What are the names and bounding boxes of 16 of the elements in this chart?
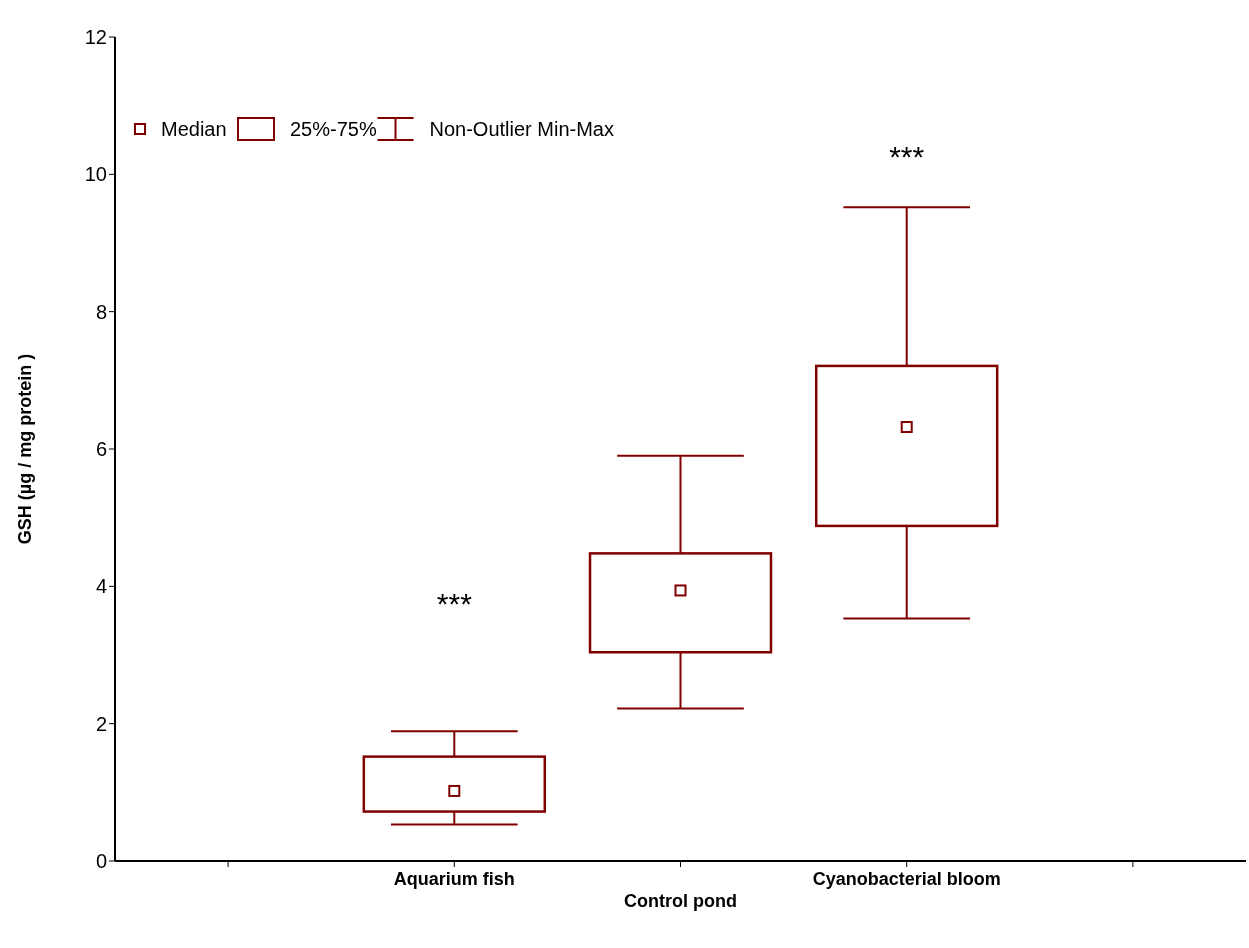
y-tick-label: 10 xyxy=(84,163,107,186)
y-tick-label: 6 xyxy=(95,438,107,461)
y-tick-label: 2 xyxy=(95,712,107,735)
annotation: *** xyxy=(889,140,925,174)
annotation: 25%-75% xyxy=(290,118,377,140)
annotation: Median xyxy=(161,118,227,140)
y-tick-label: 4 xyxy=(95,575,107,598)
y-tick-label: 8 xyxy=(95,300,107,323)
x-tick-label: Control pond xyxy=(624,891,737,911)
y-axis-title: GSH (µg / mg protein ) xyxy=(15,353,36,545)
y-tick-label: 12 xyxy=(84,26,107,49)
annotation: *** xyxy=(436,586,473,620)
x-tick-label: Cyanobacterial bloom xyxy=(812,869,1001,889)
x-tick-label: Aquarium fish xyxy=(393,869,515,889)
y-tick-label: 0 xyxy=(95,850,107,873)
annotation: Non-Outlier Min-Max xyxy=(429,118,614,140)
